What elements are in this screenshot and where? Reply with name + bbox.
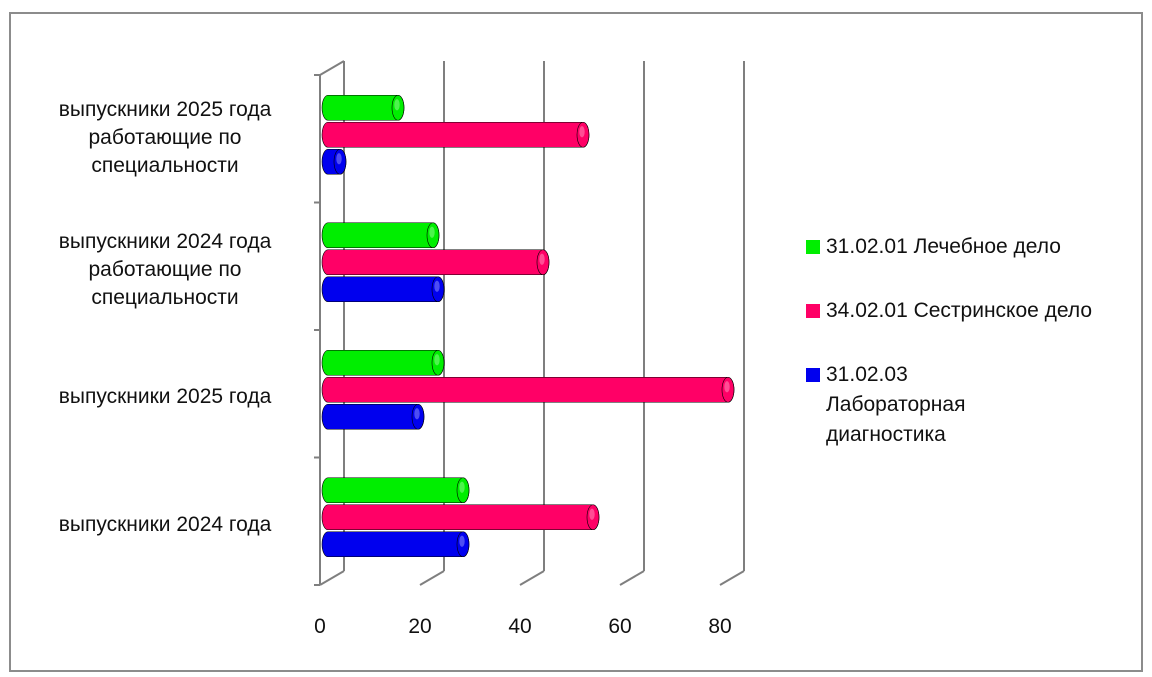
- bar-cap-highlight-1-0: [589, 508, 595, 520]
- gridline-floor: [719, 570, 745, 586]
- bar-cap-0-3: [391, 94, 405, 121]
- legend-label: 31.02.03 Лабораторная диагностика: [826, 363, 966, 446]
- bar-cap-highlight-2-2: [434, 280, 440, 292]
- bar-cap-highlight-0-1: [434, 354, 440, 366]
- bar-cap-2-0: [456, 531, 470, 558]
- bar-0-0: [321, 477, 470, 504]
- category-label-2025: выпускники 2025 года: [58, 385, 272, 408]
- bar-cap-highlight-2-1: [414, 408, 420, 420]
- bar-cap-highlight-0-0: [459, 481, 465, 493]
- legend-swatch-pink: [806, 304, 820, 318]
- bar-cap-0-2: [426, 222, 440, 249]
- bar-2-2: [321, 276, 445, 303]
- legend-item-lechebnoe: 31.02.01 Лечебное дело: [806, 232, 1146, 262]
- gridline-floor: [419, 570, 445, 586]
- gridline-floor: [619, 570, 645, 586]
- legend-swatch-green: [806, 240, 820, 254]
- bar-1-1: [321, 376, 735, 403]
- bar-2-1: [321, 403, 425, 430]
- x-tick-label: 80: [708, 615, 731, 638]
- x-tick-label: 60: [608, 615, 631, 638]
- bars-layer: [321, 94, 735, 558]
- bar-cap-0-1: [431, 349, 445, 376]
- bar-0-1: [321, 349, 445, 376]
- x-tick-label: 20: [408, 615, 431, 638]
- gridline-floor: [519, 570, 545, 586]
- bar-cap-2-2: [431, 276, 445, 303]
- bar-cap-highlight-1-1: [724, 381, 730, 393]
- bar-cap-highlight-1-3: [579, 126, 585, 138]
- x-tick-label: 0: [314, 615, 326, 638]
- bar-cap-highlight-0-2: [429, 226, 435, 238]
- y-axis-top-depth: [319, 60, 345, 76]
- category-label-2024: выпускники 2024 года: [58, 513, 272, 536]
- bar-cap-2-1: [411, 403, 425, 430]
- bar-cap-highlight-2-0: [459, 535, 465, 547]
- bar-0-2: [321, 222, 440, 249]
- bar-cap-highlight-0-3: [394, 99, 400, 111]
- bar-1-2: [321, 249, 550, 276]
- bar-1-3: [321, 121, 590, 148]
- x-tick-labels: 0 20 40 60 80: [314, 615, 732, 638]
- bar-cap-1-1: [721, 376, 735, 403]
- bar-cap-0-0: [456, 477, 470, 504]
- bar-cap-1-0: [586, 504, 600, 531]
- x-tick-label: 40: [508, 615, 531, 638]
- category-label-2025-working: выпускники 2025 года работающие по специ…: [58, 98, 272, 177]
- bar-cap-highlight-1-2: [539, 253, 545, 265]
- bar-cap-1-3: [576, 121, 590, 148]
- gridline-floor: [319, 570, 345, 586]
- bar-2-0: [321, 531, 470, 558]
- legend-label: 31.02.01 Лечебное дело: [826, 235, 1061, 258]
- legend-label: 34.02.01 Сестринское дело: [826, 299, 1093, 322]
- bar-cap-2-3: [333, 148, 347, 175]
- legend-item-laboratornaya: 31.02.03 Лабораторная диагностика: [806, 360, 1146, 450]
- category-label-2024-working: выпускники 2024 года работающие по специ…: [58, 230, 272, 309]
- chart-legend: 31.02.01 Лечебное дело 34.02.01 Сестринс…: [806, 232, 1146, 484]
- bar-cap-1-2: [536, 249, 550, 276]
- legend-item-sestrinskoe: 34.02.01 Сестринское дело: [806, 296, 1146, 326]
- bar-cap-highlight-2-3: [336, 153, 342, 165]
- bar-1-0: [321, 504, 600, 531]
- legend-swatch-blue: [806, 368, 820, 382]
